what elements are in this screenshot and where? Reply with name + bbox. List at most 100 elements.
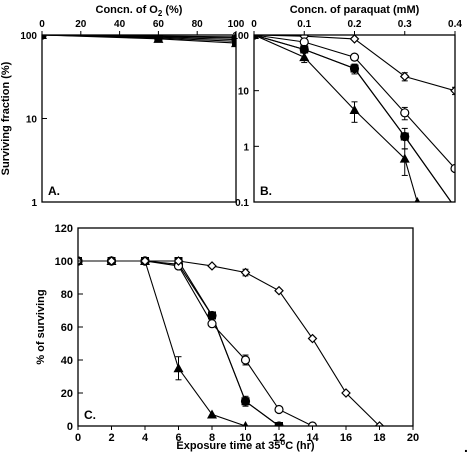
y-tick-label: 40 — [61, 355, 73, 367]
x-tick-label: 18 — [373, 432, 385, 444]
data-point — [207, 409, 217, 419]
data-point — [299, 37, 309, 47]
x-axis-title-suffix: C (hr) — [285, 440, 315, 452]
x-tick-label: 20 — [75, 19, 87, 30]
x-axis-title-superscript: o — [280, 438, 285, 447]
x-tick-label: 16 — [340, 432, 352, 444]
y-tick-label: 10 — [26, 115, 38, 126]
data-point — [399, 153, 410, 163]
data-point — [349, 35, 360, 44]
x-tick-label: 2 — [108, 432, 114, 444]
panel-label: A. — [48, 184, 60, 198]
data-point — [242, 421, 249, 426]
x-tick-label: 60 — [153, 19, 165, 30]
series-line — [78, 260, 246, 426]
x-tick-label: 40 — [114, 19, 126, 30]
data-point — [400, 108, 410, 118]
y-tick-label: 60 — [61, 322, 73, 334]
series-line — [254, 35, 418, 202]
x-tick-label: 10 — [239, 432, 251, 444]
x-tick-label: 6 — [175, 432, 181, 444]
y-tick-label: 20 — [61, 388, 73, 400]
data-point — [207, 261, 217, 271]
data-point — [173, 256, 184, 266]
x-tick-label: 0 — [39, 19, 45, 30]
x-tick-label: 8 — [209, 432, 215, 444]
x-axis-title-text: Concn. of O — [96, 4, 159, 16]
data-point — [450, 85, 455, 96]
x-axis-title: Concn. of O2 (%) — [96, 4, 183, 18]
data-point — [240, 355, 251, 365]
data-point — [374, 421, 385, 426]
x-tick-label: 0.1 — [297, 19, 311, 30]
y-tick-label: 1 — [243, 142, 249, 153]
y-tick-label: 0 — [67, 421, 73, 433]
x-tick-label: 0 — [75, 432, 81, 444]
x-tick-label: 20 — [407, 432, 419, 444]
y-tick-label: 100 — [232, 31, 249, 42]
data-point — [106, 256, 117, 266]
data-point — [274, 285, 284, 296]
data-point — [232, 37, 236, 46]
data-point — [349, 52, 360, 62]
y-tick-label: 0.1 — [235, 198, 249, 209]
y-tick-label: 10 — [238, 87, 250, 98]
data-point — [207, 319, 217, 329]
series-diamond-open — [78, 256, 385, 426]
data-point — [414, 197, 421, 202]
series-circle-filled — [78, 256, 284, 426]
x-tick-label: 100 — [228, 19, 245, 30]
data-point — [254, 35, 259, 39]
x-tick-label: 12 — [273, 432, 285, 444]
data-point — [274, 421, 284, 426]
x-axis-title-subscript: 2 — [158, 9, 163, 18]
series-line — [78, 260, 313, 426]
data-point — [400, 132, 409, 141]
series-circle-open — [78, 256, 318, 426]
x-tick-label: 4 — [142, 432, 149, 444]
series-diamond-open — [254, 35, 455, 96]
x-axis-title-text: Exposure time at 35 — [176, 440, 280, 452]
x-tick-label: 14 — [306, 432, 319, 444]
data-point — [307, 333, 318, 344]
panel-b: 0 0.1 0.2 0.3 0.4 0.1 1 10 100 Concn. of paraquat… — [232, 4, 462, 209]
panel-a: 0 20 40 60 80 100 1 10 100 Concn. of O2 (%) Surviv… — [0, 4, 245, 209]
x-tick-label: 0.4 — [448, 19, 462, 30]
x-tick-label: 80 — [192, 19, 204, 30]
x-tick-label: 0 — [251, 19, 257, 30]
y-axis-title: Surviving fraction (%) — [0, 61, 12, 175]
y-tick-label: 120 — [55, 223, 73, 235]
data-point — [153, 35, 164, 43]
data-point — [240, 396, 251, 406]
x-axis-title-text: Concn. of paraquat (mM) — [290, 4, 420, 16]
x-tick-label: 0.2 — [348, 19, 362, 30]
data-point — [140, 256, 150, 266]
panel-label: B. — [260, 184, 272, 198]
y-tick-label: 80 — [61, 289, 73, 301]
data-point — [350, 64, 359, 73]
series-triangle-filled — [78, 256, 249, 426]
data-point — [307, 421, 318, 426]
y-axis-title: % of surviving — [35, 289, 47, 364]
x-axis-title: Concn. of paraquat (mM) — [290, 4, 420, 16]
data-point — [42, 35, 47, 39]
y-tick-label: 100 — [20, 31, 37, 42]
x-tick-label: 0.3 — [398, 19, 412, 30]
data-point — [173, 363, 184, 373]
panel-label: C. — [84, 408, 96, 422]
series-line — [78, 260, 380, 426]
panel-c: 0 2 4 6 8 10 12 14 16 18 20 0 20 40 60 80 100 120 Exposure… — [35, 223, 419, 452]
series-square-filled — [78, 257, 283, 426]
series-circle-open — [254, 35, 455, 174]
data-point — [240, 267, 251, 278]
data-point — [399, 71, 410, 82]
series-triangle-filled — [42, 35, 236, 48]
data-point — [231, 38, 236, 48]
data-point — [299, 52, 310, 62]
plot-frame — [41, 34, 237, 203]
data-point — [274, 404, 284, 415]
data-point — [341, 388, 351, 398]
x-axis-title: Exposure time at 35oC (hr) — [176, 438, 314, 452]
series-triangle-filled — [254, 35, 421, 202]
